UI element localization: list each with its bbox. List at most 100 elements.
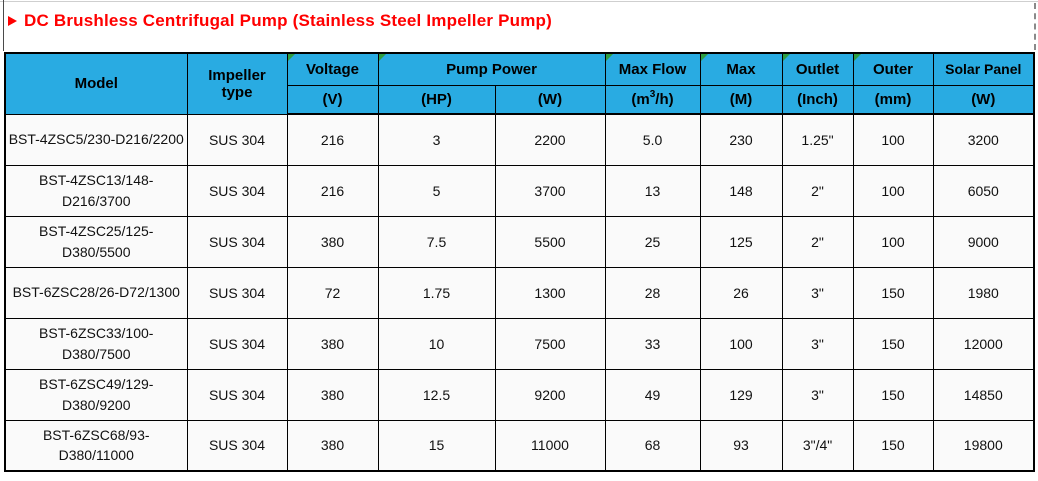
cell-power-hp: 3: [377, 113, 496, 166]
max-flow-label: Max Flow: [618, 60, 687, 78]
cell-solar-panel: 1980: [932, 266, 1035, 319]
cell-solar-panel: 14850: [932, 368, 1035, 421]
arrow-bullet-icon: [8, 16, 17, 26]
cell-outlet: 3"/4": [781, 419, 854, 472]
impeller-type-line1: Impeller: [208, 66, 266, 84]
top-gridline: [0, 1, 1038, 2]
cell-max-head: 125: [699, 215, 783, 268]
cell-max-head: 129: [699, 368, 783, 421]
cell-power-hp: 1.75: [377, 266, 496, 319]
cell-impeller-type: SUS 304: [186, 113, 288, 166]
cubic-superscript: 3: [649, 89, 656, 101]
cell-outer: 150: [852, 317, 934, 370]
unit-voltage: (V): [286, 84, 379, 115]
cell-solar-panel: 19800: [932, 419, 1035, 472]
cell-voltage: 380: [286, 368, 379, 421]
cell-outlet: 1.25": [781, 113, 854, 166]
cell-impeller-type: SUS 304: [186, 266, 288, 319]
comment-marker-icon: [783, 54, 790, 61]
cell-max-flow: 33: [604, 317, 701, 370]
page-title-bar: DC Brushless Centrifugal Pump (Stainless…: [8, 11, 552, 31]
cell-model: BST-6ZSC49/129- D380/9200: [4, 368, 188, 421]
cell-outer: 150: [852, 266, 934, 319]
max-head-label: Max: [726, 60, 756, 78]
col-header-outlet: Outlet: [781, 52, 854, 86]
cell-power-hp: 7.5: [377, 215, 496, 268]
cell-impeller-type: SUS 304: [186, 164, 288, 217]
table-row: BST-4ZSC5/230-D216/2200 SUS 304 216 3 22…: [4, 113, 1035, 166]
col-header-model: Model: [4, 52, 188, 115]
cell-max-head: 230: [699, 113, 783, 166]
cell-power-w: 11000: [494, 419, 606, 472]
cell-solar-panel: 12000: [932, 317, 1035, 370]
voltage-label: Voltage: [305, 60, 360, 78]
col-header-max-flow: Max Flow: [604, 52, 701, 86]
comment-marker-icon: [701, 54, 708, 61]
outer-label: Outer: [873, 60, 914, 78]
table-row: BST-6ZSC49/129- D380/9200 SUS 304 380 12…: [4, 368, 1035, 421]
table-header: Model Impeller type Voltage Pump Power M…: [4, 52, 1035, 115]
cell-power-hp: 5: [377, 164, 496, 217]
table-row: BST-6ZSC28/26-D72/1300 SUS 304 72 1.75 1…: [4, 266, 1035, 319]
cell-max-flow: 13: [604, 164, 701, 217]
cell-voltage: 216: [286, 164, 379, 217]
cell-model: BST-6ZSC28/26-D72/1300: [4, 266, 188, 319]
cell-outlet: 3": [781, 368, 854, 421]
cell-solar-panel: 6050: [932, 164, 1035, 217]
cell-max-flow: 5.0: [604, 113, 701, 166]
comment-marker-icon: [606, 54, 613, 61]
cell-power-hp: 15: [377, 419, 496, 472]
cell-model: BST-6ZSC68/93- D380/11000: [4, 419, 188, 472]
cell-impeller-type: SUS 304: [186, 317, 288, 370]
cell-outer: 100: [852, 215, 934, 268]
cell-solar-panel: 3200: [932, 113, 1035, 166]
cell-outer: 100: [852, 113, 934, 166]
cell-power-w: 7500: [494, 317, 606, 370]
cell-voltage: 380: [286, 419, 379, 472]
cell-model: BST-4ZSC25/125- D380/5500: [4, 215, 188, 268]
cell-power-w: 5500: [494, 215, 606, 268]
col-header-voltage: Voltage: [286, 52, 379, 86]
cell-max-flow: 25: [604, 215, 701, 268]
outlet-label: Outlet: [795, 60, 840, 78]
col-header-max-head: Max: [699, 52, 783, 86]
cell-max-head: 100: [699, 317, 783, 370]
cell-power-w: 9200: [494, 368, 606, 421]
cell-outlet: 3": [781, 317, 854, 370]
cell-outlet: 2": [781, 164, 854, 217]
cell-model: BST-4ZSC5/230-D216/2200: [4, 113, 188, 166]
cell-impeller-type: SUS 304: [186, 419, 288, 472]
unit-solar-panel: (W): [932, 84, 1035, 115]
cell-voltage: 216: [286, 113, 379, 166]
spec-table: Model Impeller type Voltage Pump Power M…: [4, 52, 1036, 472]
page-break-dashed-line: [1034, 3, 1036, 50]
table-row: BST-4ZSC13/148- D216/3700 SUS 304 216 5 …: [4, 164, 1035, 217]
cell-max-head: 93: [699, 419, 783, 472]
cell-max-flow: 49: [604, 368, 701, 421]
table-row: BST-4ZSC25/125- D380/5500 SUS 304 380 7.…: [4, 215, 1035, 268]
cell-power-w: 1300: [494, 266, 606, 319]
col-header-outer: Outer: [852, 52, 934, 86]
cell-power-hp: 10: [377, 317, 496, 370]
cell-voltage: 380: [286, 215, 379, 268]
cell-model: BST-4ZSC13/148- D216/3700: [4, 164, 188, 217]
cell-outlet: 2": [781, 215, 854, 268]
cell-solar-panel: 9000: [932, 215, 1035, 268]
cell-power-w: 3700: [494, 164, 606, 217]
left-gridline: [3, 0, 4, 51]
col-header-impeller-type: Impeller type: [186, 52, 288, 115]
comment-marker-icon: [288, 54, 295, 61]
cell-impeller-type: SUS 304: [186, 368, 288, 421]
col-header-pump-power: Pump Power: [377, 52, 606, 86]
cell-max-flow: 28: [604, 266, 701, 319]
table-row: BST-6ZSC68/93- D380/11000 SUS 304 380 15…: [4, 419, 1035, 472]
cell-outer: 100: [852, 164, 934, 217]
unit-outlet: (Inch): [781, 84, 854, 115]
unit-max-head: (M): [699, 84, 783, 115]
unit-max-flow: (m3/h): [604, 84, 701, 115]
cell-power-w: 2200: [494, 113, 606, 166]
cell-outer: 150: [852, 419, 934, 472]
cell-impeller-type: SUS 304: [186, 215, 288, 268]
cell-max-head: 148: [699, 164, 783, 217]
